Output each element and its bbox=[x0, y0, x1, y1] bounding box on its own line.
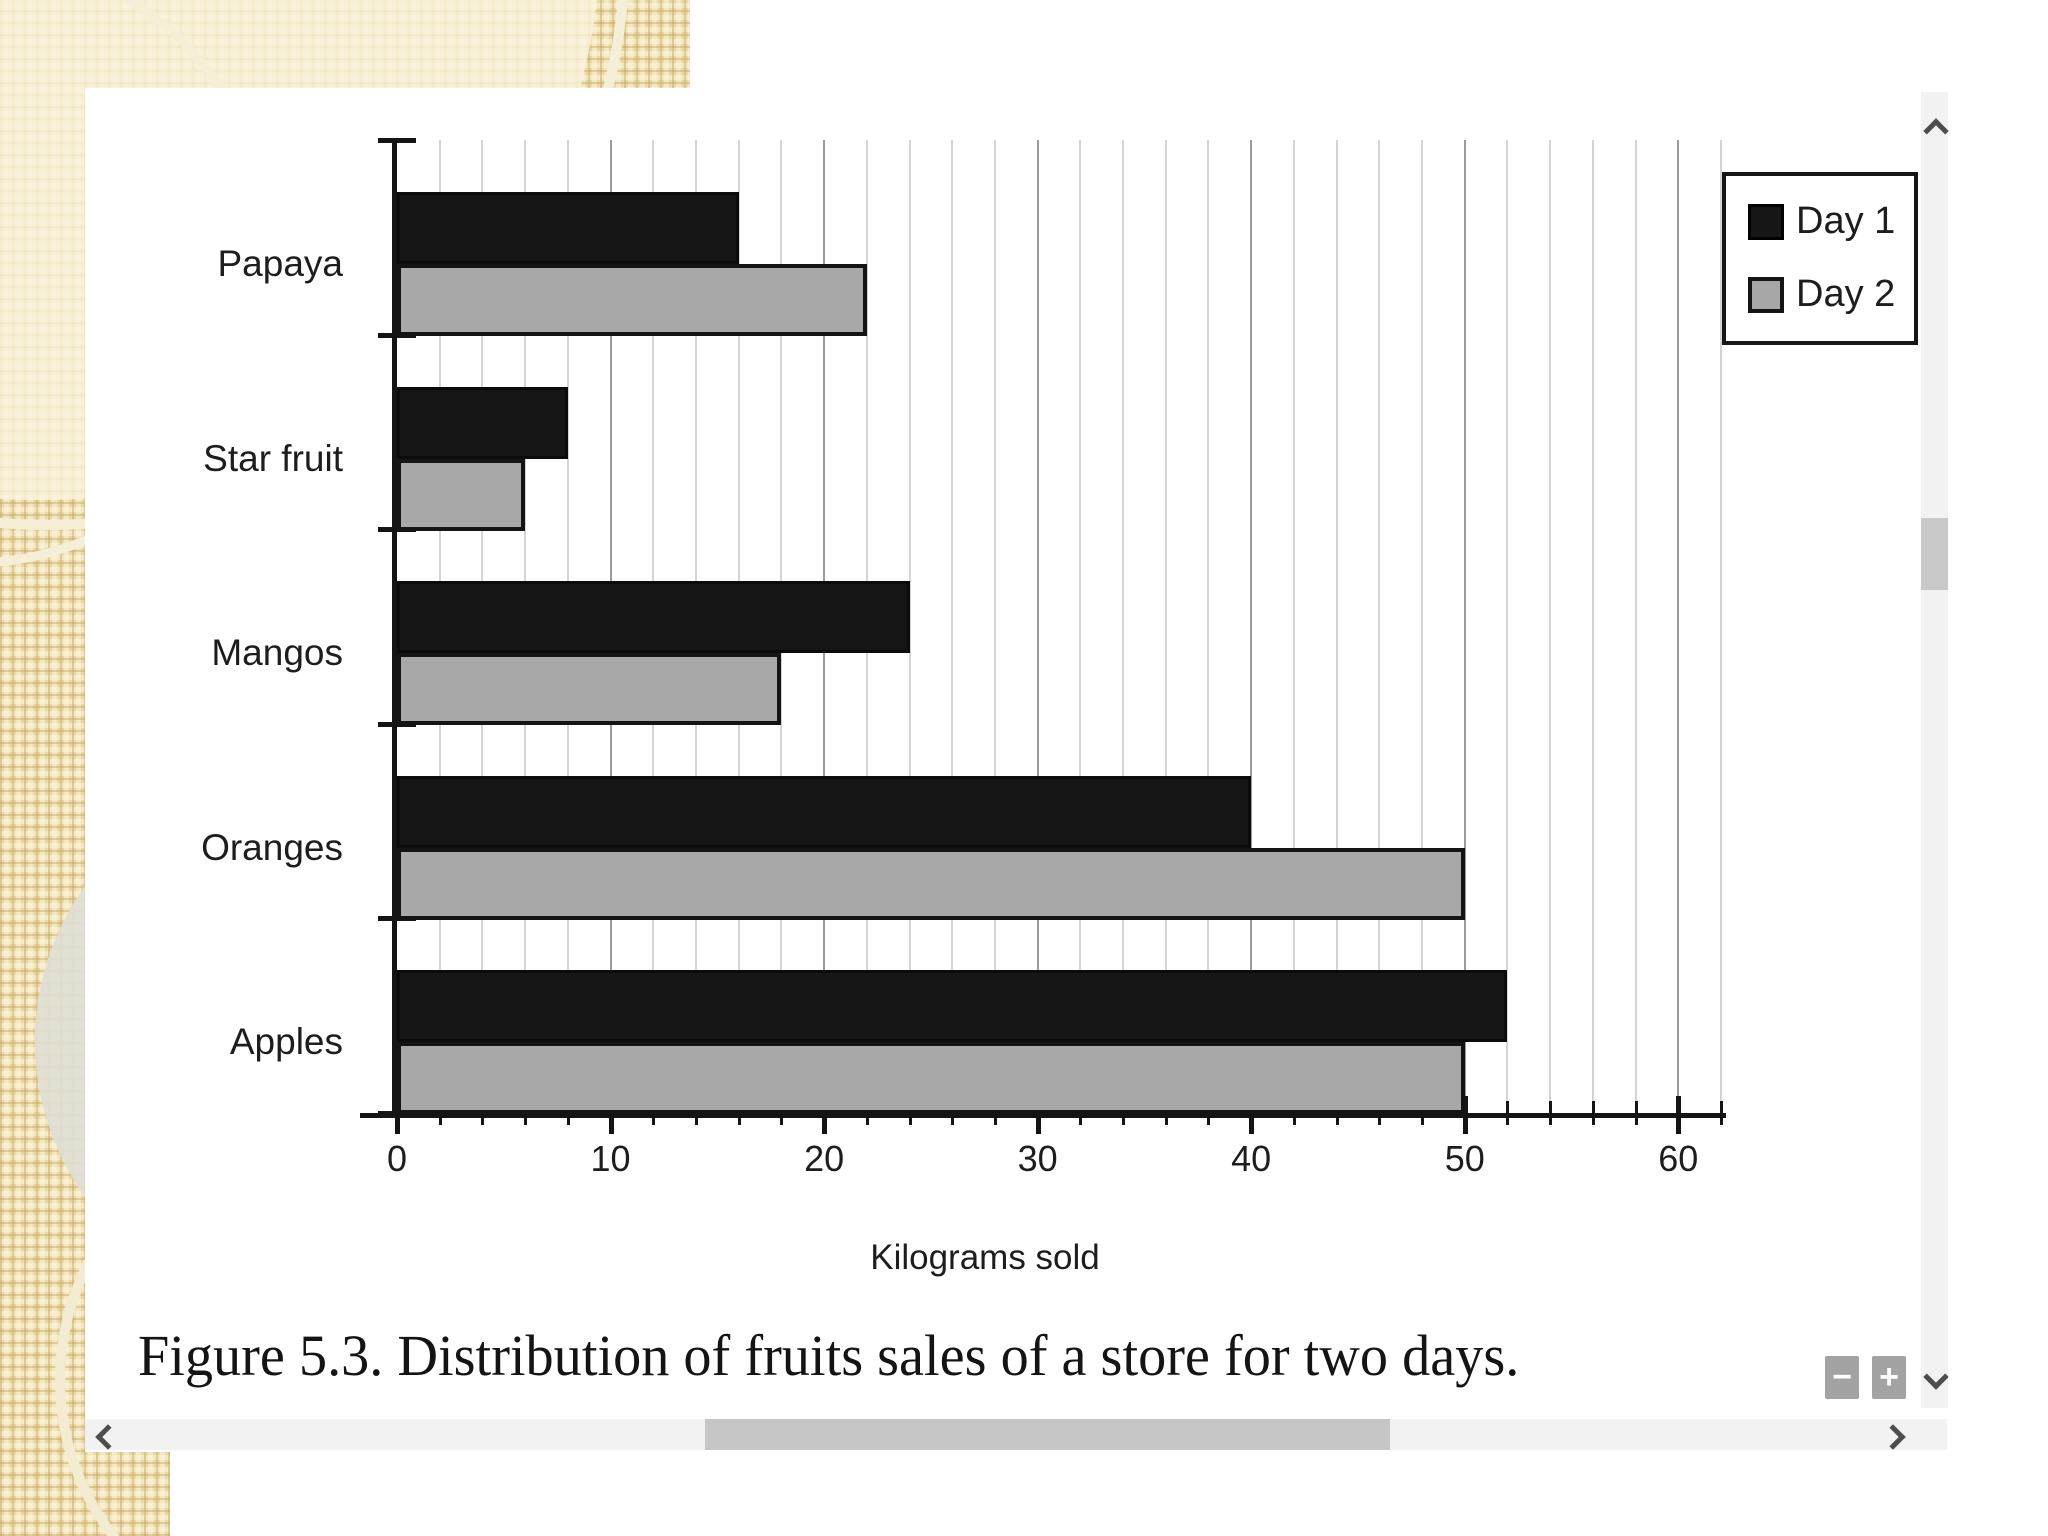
zoom-in-button[interactable]: + bbox=[1872, 1356, 1906, 1399]
x-tick-label: 20 bbox=[804, 1138, 845, 1179]
category-label-star-fruit: Star fruit bbox=[203, 437, 343, 479]
bar-day-1-star-fruit bbox=[397, 386, 568, 459]
x-axis-title: Kilograms sold bbox=[870, 1238, 1100, 1277]
figure-caption: Figure 5.3. Distribution of fruits sales… bbox=[138, 1323, 1520, 1388]
x-axis-minor-tick bbox=[1720, 1101, 1723, 1125]
legend-swatch-day-2 bbox=[1748, 276, 1784, 313]
x-tick-label: 0 bbox=[386, 1138, 408, 1179]
category-label-oranges: Oranges bbox=[201, 826, 343, 868]
bar-day-1-mangos bbox=[397, 581, 910, 654]
x-axis-line bbox=[360, 1113, 1726, 1118]
legend: Day 1 Day 2 bbox=[1722, 172, 1918, 345]
x-axis-tick bbox=[822, 1096, 828, 1134]
gridline bbox=[1591, 140, 1594, 1113]
x-axis-minor-tick bbox=[1506, 1101, 1510, 1125]
x-tick-label: 40 bbox=[1231, 1138, 1272, 1179]
gridline bbox=[1079, 140, 1082, 1113]
plot-area: Kilograms sold 0 10 20 30 40 50 60 Papaya Star f… bbox=[201, 138, 1726, 1277]
x-axis-minor-tick bbox=[1591, 1101, 1595, 1125]
category-label-papaya: Papaya bbox=[217, 243, 344, 284]
category-label-apples: Apples bbox=[229, 1021, 343, 1063]
gridline bbox=[1720, 140, 1722, 1113]
vertical-scrollbar-thumb[interactable] bbox=[1921, 518, 1948, 590]
bar-day-2-star-fruit bbox=[397, 458, 526, 531]
gridline bbox=[1122, 140, 1125, 1113]
bar-day-2-mangos bbox=[397, 653, 782, 726]
bar-day-1-apples bbox=[397, 970, 1508, 1043]
x-axis-minor-tick bbox=[1634, 1101, 1638, 1125]
gridline bbox=[908, 140, 911, 1113]
gridline bbox=[951, 140, 954, 1113]
vertical-scrollbar-track[interactable] bbox=[1921, 92, 1948, 1408]
page-background bbox=[170, 1452, 690, 1536]
legend-label: Day 2 bbox=[1796, 273, 1896, 315]
bar-day-1-oranges bbox=[397, 775, 1252, 848]
legend-item-day-2: Day 2 bbox=[1748, 267, 1914, 322]
x-axis-minor-tick bbox=[1549, 1101, 1553, 1125]
bar-day-2-papaya bbox=[397, 264, 867, 336]
gridline bbox=[1292, 140, 1295, 1113]
gridline bbox=[1549, 140, 1552, 1113]
legend-item-day-1: Day 1 bbox=[1748, 194, 1914, 249]
gridline bbox=[993, 140, 996, 1113]
gridline bbox=[1634, 140, 1637, 1113]
x-tick-label: 10 bbox=[590, 1138, 631, 1179]
x-axis-tick bbox=[608, 1096, 614, 1134]
x-tick-label: 60 bbox=[1658, 1138, 1699, 1179]
x-tick-label: 30 bbox=[1017, 1138, 1058, 1179]
legend-label: Day 1 bbox=[1796, 200, 1896, 242]
bar-day-1-papaya bbox=[397, 192, 739, 264]
gridline bbox=[1463, 140, 1466, 1113]
bar-day-2-apples bbox=[397, 1042, 1465, 1115]
gridline bbox=[1378, 140, 1381, 1113]
x-axis-tick bbox=[1462, 1096, 1468, 1134]
horizontal-scrollbar-thumb[interactable] bbox=[705, 1419, 1390, 1450]
zoom-out-button[interactable]: − bbox=[1825, 1356, 1859, 1399]
x-tick-label: 50 bbox=[1444, 1138, 1485, 1179]
bar-day-2-oranges bbox=[397, 847, 1465, 920]
gridline bbox=[1164, 140, 1167, 1113]
category-label-mangos: Mangos bbox=[211, 632, 343, 674]
gridline bbox=[1506, 140, 1509, 1113]
x-axis-tick bbox=[1035, 1096, 1041, 1134]
gridline bbox=[1250, 140, 1253, 1113]
y-axis-tick bbox=[378, 138, 416, 143]
x-axis-tick bbox=[1249, 1096, 1255, 1134]
gridline bbox=[1335, 140, 1338, 1113]
gridline bbox=[1421, 140, 1424, 1113]
gridline bbox=[1677, 140, 1680, 1113]
legend-swatch-day-1 bbox=[1748, 203, 1784, 240]
gridline bbox=[1207, 140, 1210, 1113]
y-axis-line bbox=[392, 140, 397, 1118]
gridline bbox=[1036, 140, 1039, 1113]
x-axis-tick bbox=[1676, 1096, 1682, 1134]
